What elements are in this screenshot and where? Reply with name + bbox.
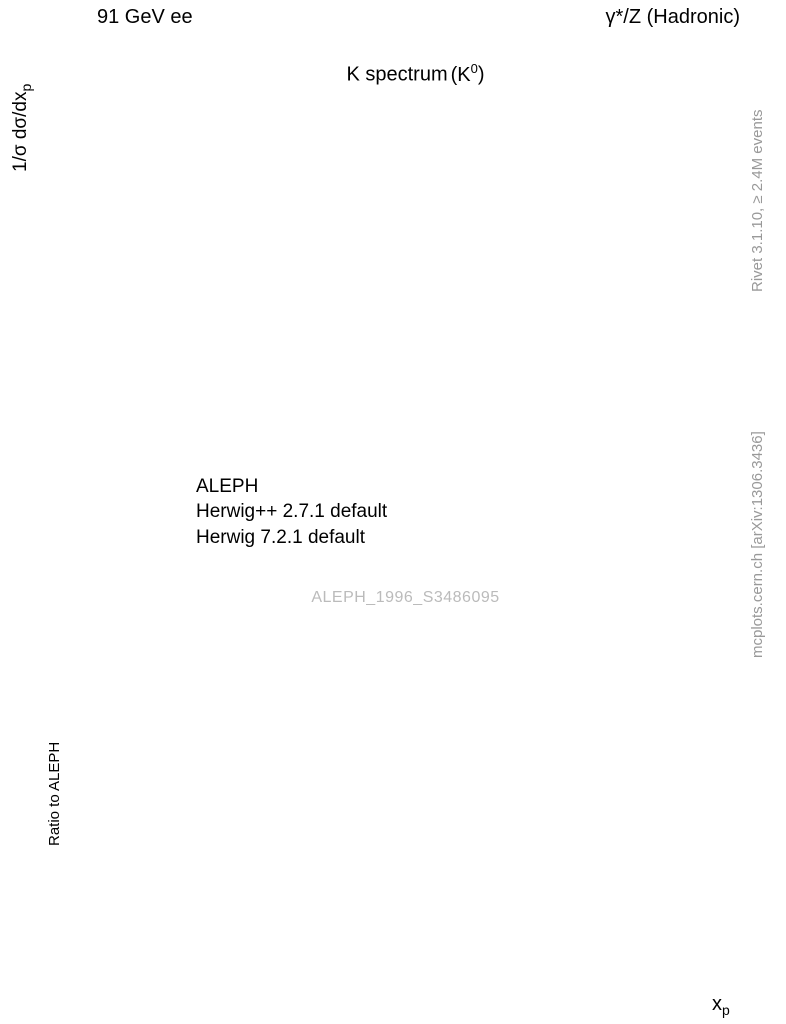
header-beam-energy: 91 GeV ee xyxy=(97,6,193,28)
legend-item-herwig7: Herwig 7.2.1 default xyxy=(126,525,387,551)
herwigpp-marker-icon xyxy=(126,500,186,524)
legend: ALEPH Herwig++ 2.7.1 default Herwig 7.2.… xyxy=(126,474,387,551)
ratio-y-axis-label: Ratio to ALEPH xyxy=(46,741,63,846)
x-axis-label: xp xyxy=(712,993,730,1018)
legend-label-aleph: ALEPH xyxy=(196,475,259,497)
header-process: γ*/Z (Hadronic) xyxy=(605,6,740,28)
main-y-axis-label: 1/σ dσ/dxp xyxy=(10,83,34,172)
legend-item-herwigpp: Herwig++ 2.7.1 default xyxy=(126,500,387,526)
analysis-id-watermark: ALEPH_1996_S3486095 xyxy=(311,589,500,606)
aleph-marker-icon xyxy=(126,475,186,499)
legend-item-aleph: ALEPH xyxy=(126,474,387,500)
plot-title: K spectrum (K0) xyxy=(91,61,740,87)
plot-title-particle-close: ) xyxy=(477,63,485,86)
rivet-version-note: Rivet 3.1.10, ≥ 2.4M events xyxy=(749,109,766,293)
legend-label-herwig7: Herwig 7.2.1 default xyxy=(196,526,365,548)
herwig7-marker-icon xyxy=(126,526,186,550)
legend-label-herwigpp: Herwig++ 2.7.1 default xyxy=(196,501,388,523)
mcplots-attribution-note: mcplots.cern.ch [arXiv:1306.3436] xyxy=(749,431,766,658)
plot-title-text: K spectrum xyxy=(346,63,448,86)
plot-title-particle: (K xyxy=(450,63,471,86)
plot-title-particle-sup: 0 xyxy=(470,61,478,76)
